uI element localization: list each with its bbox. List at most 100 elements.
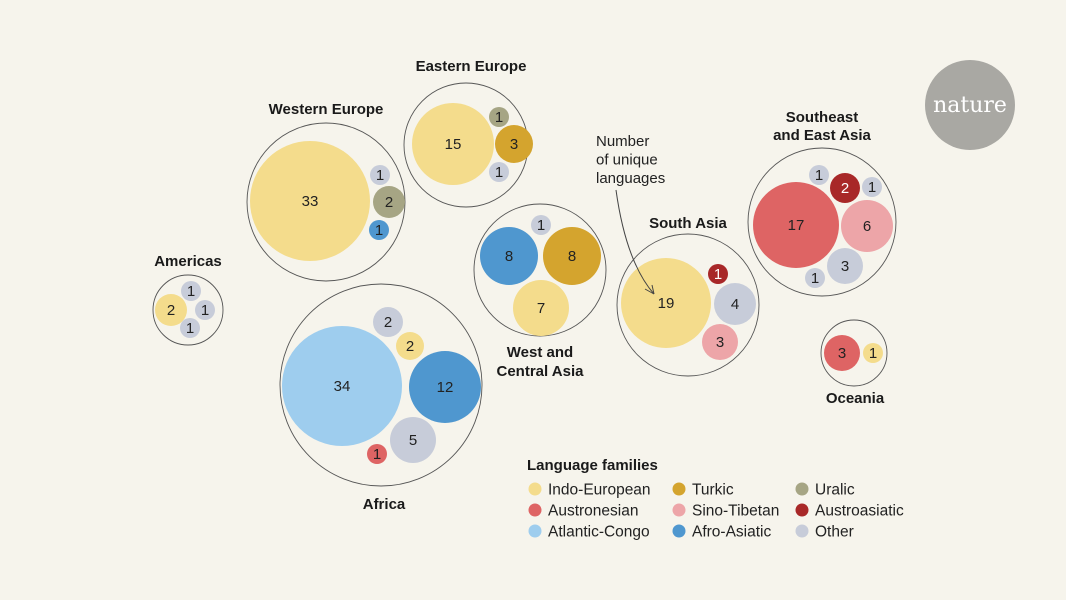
bubble-value-label: 1 <box>495 164 503 181</box>
region-outline-americas <box>152 274 224 346</box>
annotation-arrow <box>615 189 655 295</box>
region-oceania: 3 1 Oceania <box>820 319 888 407</box>
bubble-eastern-europe-uralic <box>489 107 509 127</box>
region-label: Southeast and East Asia <box>773 109 871 144</box>
bubble-southeast-and-east-asia-other <box>827 248 863 284</box>
nature-logo: nature <box>925 60 1015 150</box>
legend-label: Austronesian <box>548 503 638 520</box>
bubble-eastern-europe-turkic <box>495 125 533 163</box>
region-eastern-europe: 15 131 Eastern Europe <box>403 58 533 208</box>
bubble-value-label: 1 <box>537 217 545 234</box>
bubble-value-label: 1 <box>373 446 381 463</box>
bubble-africa-afro-asiatic <box>409 351 481 423</box>
legend-label: Afro-Asiatic <box>692 524 771 541</box>
bubble-west-and-central-asia-indo-european <box>513 280 569 336</box>
bubble-oceania-austronesian <box>824 335 860 371</box>
region-africa: 34 22 12 5 1 Africa <box>279 283 483 513</box>
bubble-value-label: 2 <box>167 302 175 319</box>
bubble-value-label: 5 <box>409 432 417 449</box>
bubble-value-label: 12 <box>437 379 454 396</box>
region-outline-south-asia <box>616 233 760 377</box>
bubble-southeast-and-east-asia-austronesian <box>753 182 839 268</box>
region-outline-oceania <box>820 319 888 387</box>
bubble-value-label: 3 <box>716 334 724 351</box>
bubble-value-label: 6 <box>863 218 871 235</box>
legend-title: Language families <box>527 457 658 474</box>
bubble-value-label: 1 <box>815 167 823 184</box>
bubble-africa-other <box>390 417 436 463</box>
bubble-value-label: 2 <box>385 194 393 211</box>
logo-text: nature <box>933 93 1007 118</box>
bubble-eastern-europe-indo-european <box>412 103 494 185</box>
legend-swatch <box>672 503 686 517</box>
annotation-text: Number of unique languages <box>596 133 665 187</box>
bubble-americas-other <box>180 318 200 338</box>
legend-label: Turkic <box>692 482 734 499</box>
legend-swatch <box>528 524 542 538</box>
region-label: Americas <box>154 253 222 270</box>
bubble-value-label: 4 <box>731 296 739 313</box>
legend-item-sino-tibetan: Sino-Tibetan <box>672 503 779 520</box>
bubble-value-label: 1 <box>186 320 194 337</box>
bubble-value-label: 8 <box>505 248 513 265</box>
bubble-value-label: 34 <box>334 378 351 395</box>
legend-swatch <box>672 524 686 538</box>
bubble-value-label: 3 <box>838 345 846 362</box>
legend-item-atlantic-congo: Atlantic-Congo <box>528 524 650 541</box>
bubble-value-label: 8 <box>568 248 576 265</box>
bubble-africa-indo-european <box>396 332 424 360</box>
bubble-value-label: 7 <box>537 300 545 317</box>
bubble-value-label: 1 <box>375 222 383 239</box>
bubble-value-label: 2 <box>406 338 414 355</box>
legend-swatch <box>672 482 686 496</box>
bubble-south-asia-sino-tibetan <box>702 324 738 360</box>
legend-label: Sino-Tibetan <box>692 503 779 520</box>
legend-label: Atlantic-Congo <box>548 524 650 541</box>
bubble-western-europe-uralic <box>373 186 405 218</box>
legend-swatch <box>795 503 809 517</box>
region-south-asia: 19 14 3 South Asia <box>616 215 760 377</box>
region-outline-southeast-and-east-asia <box>747 147 897 297</box>
legend-label: Other <box>815 524 854 541</box>
bubble-oceania-indo-european <box>863 343 883 363</box>
legend-label: Uralic <box>815 482 855 499</box>
legend-swatch <box>528 503 542 517</box>
bubble-value-label: 2 <box>841 180 849 197</box>
legend-swatch <box>528 482 542 496</box>
legend-label: Indo-European <box>548 482 651 499</box>
region-label: South Asia <box>649 215 727 232</box>
region-outline-africa <box>279 283 483 487</box>
legend-item-indo-european: Indo-European <box>528 482 651 499</box>
bubble-eastern-europe-other <box>489 162 509 182</box>
region-west-and-central-asia: 8 8 1 7 West and Central Asia <box>473 203 607 380</box>
bubble-west-and-central-asia-afro-asiatic <box>480 227 538 285</box>
bubble-africa-atlantic-congo <box>282 326 402 446</box>
bubble-value-label: 1 <box>376 167 384 184</box>
bubble-value-label: 1 <box>187 283 195 300</box>
bubble-africa-other <box>373 307 403 337</box>
legend-label: Austroasiatic <box>815 503 904 520</box>
legend-item-uralic: Uralic <box>795 482 855 499</box>
bubble-value-label: 19 <box>658 295 675 312</box>
bubble-value-label: 2 <box>384 314 392 331</box>
legend-item-other: Other <box>795 524 854 541</box>
legend-item-turkic: Turkic <box>672 482 734 499</box>
bubble-south-asia-austroasiatic <box>708 264 728 284</box>
bubble-southeast-and-east-asia-sino-tibetan <box>841 200 893 252</box>
bubble-southeast-and-east-asia-other <box>862 177 882 197</box>
bubble-western-europe-indo-european <box>250 141 370 261</box>
annotation-arrowhead <box>644 284 655 295</box>
bubble-americas-other <box>195 300 215 320</box>
bubble-value-label: 17 <box>788 217 805 234</box>
legend-swatch <box>795 524 809 538</box>
bubble-western-europe-afro-asiatic <box>369 220 389 240</box>
bubble-southeast-and-east-asia-other <box>805 268 825 288</box>
bubble-south-asia-other <box>714 283 756 325</box>
bubble-value-label: 33 <box>302 193 319 210</box>
bubble-west-and-central-asia-other <box>531 215 551 235</box>
bubble-value-label: 1 <box>201 302 209 319</box>
legend: Language families Indo-European Turkic Ural… <box>527 457 904 541</box>
legend-item-afro-asiatic: Afro-Asiatic <box>672 524 771 541</box>
region-label: Africa <box>363 496 406 513</box>
